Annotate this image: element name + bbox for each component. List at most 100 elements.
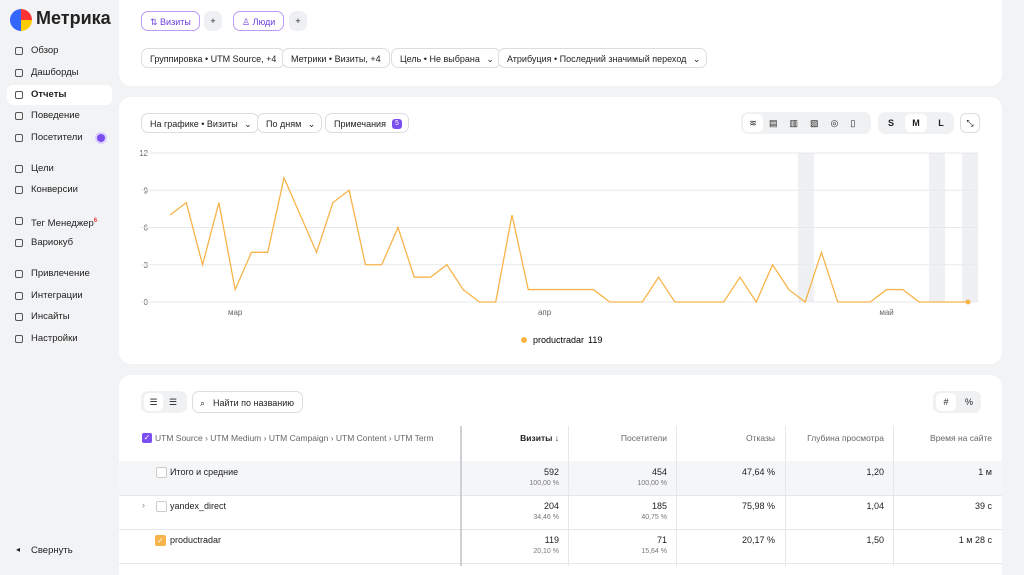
row-name: productradar — [170, 535, 222, 545]
filter[interactable]: Группировка • UTM Source, +4 — [141, 48, 286, 68]
size-group: S M L — [878, 112, 954, 134]
collapse[interactable]: Свернуть — [31, 545, 73, 556]
chart-card: На графике • Визиты ⌄ По дням ⌄ Примечания… — [119, 97, 1002, 364]
filter-label: Цель • Не выбрана — [400, 54, 480, 64]
segment[interactable]: ♙ Люди — [233, 11, 285, 31]
cell-share: 100,00 % — [529, 480, 559, 487]
nav-item[interactable]: Интеграции — [7, 286, 112, 306]
chart-type[interactable]: ≋ — [743, 114, 763, 132]
nav-icon — [15, 91, 23, 99]
filter[interactable]: Атрибуция • Последний значимый переход ⌄ — [498, 48, 708, 68]
expand-arrow[interactable]: › — [142, 500, 145, 510]
collapse-icon: ◂ — [16, 545, 21, 554]
total-row-bg — [119, 461, 1002, 495]
column-divider — [676, 426, 677, 566]
checkbox[interactable]: ✓ — [155, 535, 166, 546]
x-tick-label: мар — [228, 308, 243, 317]
nav-icon — [15, 335, 23, 343]
header-cell: Визиты ↓ — [520, 433, 559, 443]
nav-item[interactable]: Обзор — [7, 41, 112, 61]
nav-dot — [97, 134, 105, 142]
size[interactable]: S — [887, 118, 894, 128]
chart-type[interactable]: ▤▥▧◎▯ — [769, 118, 868, 128]
nav-item[interactable]: Привлечение — [7, 264, 112, 284]
filter[interactable]: Метрики • Визиты, +4 — [282, 48, 390, 68]
search[interactable]: ⌕ Найти по названию — [192, 391, 303, 413]
size[interactable]: M — [905, 114, 927, 132]
add-button[interactable]: + — [289, 11, 307, 31]
size[interactable]: L — [938, 118, 944, 128]
filter-label: Атрибуция • Последний значимый переход — [507, 54, 687, 64]
cell: 204 — [543, 501, 559, 511]
checkbox[interactable]: ✓ — [142, 433, 152, 443]
nav-icon — [15, 186, 23, 194]
period-select[interactable]: По дням ⌄ — [257, 113, 323, 133]
nav-item[interactable]: Конверсии — [7, 180, 112, 200]
nav-label: Посетители — [31, 132, 83, 143]
nav-item[interactable]: Тег Менеджер6 — [7, 211, 112, 231]
nav-label: Привлечение — [31, 268, 90, 279]
label: Примечания — [334, 119, 386, 129]
label: По дням — [266, 119, 302, 129]
row-divider — [119, 563, 1002, 564]
nav-item[interactable]: Посетители — [7, 128, 112, 148]
column-divider — [460, 426, 462, 566]
nav-label: Конверсии — [31, 184, 78, 195]
nav-icon — [15, 239, 23, 247]
x-tick-label: апр — [538, 308, 552, 317]
nav-item[interactable]: Дашборды — [7, 63, 112, 83]
nav-icon — [15, 134, 23, 142]
notes-button[interactable]: Примечания 5 — [325, 113, 409, 133]
nav-label: Цели — [31, 163, 54, 174]
cell-share: 40,75 % — [641, 514, 667, 521]
column-divider — [893, 426, 894, 566]
nav-item[interactable]: Настройки — [7, 329, 112, 349]
cell: 75,98 % — [741, 501, 775, 511]
row-name: yandex_direct — [170, 501, 227, 511]
legend-label: productradar — [533, 335, 584, 345]
nav-label: Тег Менеджер — [31, 218, 94, 230]
unit-toggle: # % — [933, 391, 981, 413]
view-toggle[interactable]: ☰ ☰ — [141, 391, 187, 413]
nav-icon — [15, 292, 23, 300]
nav-item[interactable]: Инсайты — [7, 307, 112, 327]
nav-item[interactable]: Вариокуб — [7, 233, 112, 253]
checkbox[interactable] — [156, 467, 167, 478]
toggle[interactable]: % — [964, 397, 973, 407]
metric-select[interactable]: На графике • Визиты ⌄ — [141, 113, 259, 133]
cell: 1 м 28 с — [958, 535, 992, 545]
cell-share: 34,46 % — [533, 514, 559, 521]
logo[interactable]: Метрика — [36, 8, 111, 28]
column-divider — [568, 426, 569, 566]
nav-item[interactable]: Отчеты — [7, 85, 112, 105]
row-name: Итого и средние — [170, 467, 239, 477]
cell: 1,20 — [866, 467, 884, 477]
series-line — [169, 175, 968, 304]
logo-icon — [10, 9, 32, 31]
cell-share: 100,00 % — [637, 480, 667, 487]
cell: 71 — [656, 535, 667, 545]
nav-item[interactable]: Поведение — [7, 106, 112, 126]
chart-type-group: ≋ ▤▥▧◎▯ — [741, 112, 871, 134]
nav-label: Поведение — [31, 110, 80, 121]
checkbox[interactable] — [156, 501, 167, 512]
row-divider — [119, 495, 1002, 496]
segment[interactable]: ⇅ Визиты — [141, 11, 200, 31]
cell: 20,17 % — [741, 535, 775, 545]
nav-label: Инсайты — [31, 311, 70, 322]
nav-item[interactable]: Цели — [7, 159, 112, 179]
header-cell: Глубина просмотра — [807, 433, 884, 443]
chart: 036912марапрмайproductradar119 — [139, 149, 978, 345]
cell: 1 м — [978, 467, 992, 477]
expand-button[interactable]: ⤡ — [960, 113, 980, 133]
header-cell: Время на сайте — [930, 433, 992, 443]
cell: 454 — [651, 467, 667, 477]
x-tick-label: май — [879, 308, 893, 317]
filters-card: ⇅ Визиты + ♙ Люди + Группировка • UTM So… — [119, 0, 1002, 86]
cell: 1,04 — [866, 501, 884, 511]
toggle[interactable]: # — [936, 393, 956, 411]
add-button[interactable]: + — [204, 11, 222, 31]
cell: 119 — [544, 535, 559, 545]
nav-label: Дашборды — [31, 67, 79, 78]
nav-icon — [15, 270, 23, 278]
